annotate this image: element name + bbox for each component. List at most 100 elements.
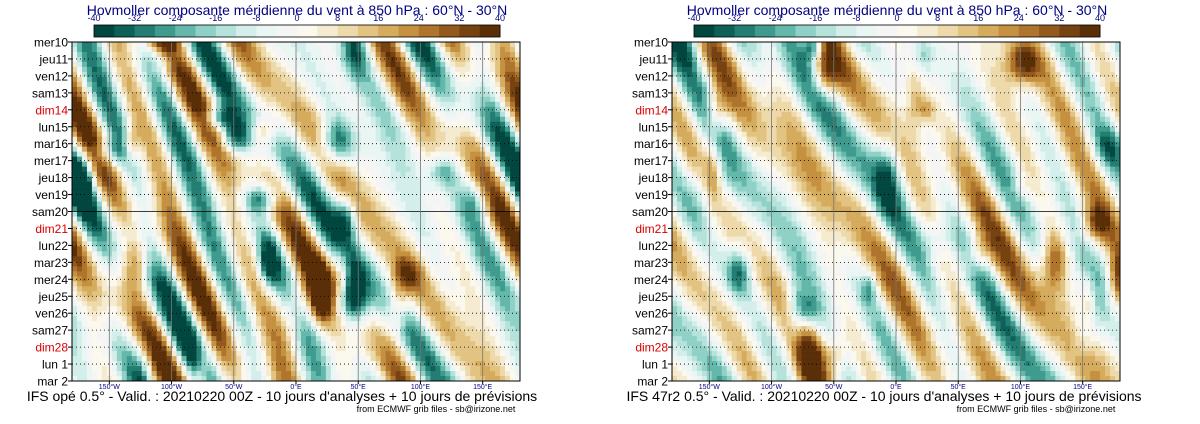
heatmap-cell: [291, 76, 297, 83]
heatmap-cell: [350, 106, 357, 113]
heatmap-cell: [395, 186, 401, 192]
heatmap-cell: [420, 101, 426, 108]
heatmap-cell: [425, 286, 431, 292]
heatmap-cell: [86, 71, 93, 78]
heatmap-cell: [126, 42, 133, 48]
heatmap-cell: [390, 176, 396, 182]
heatmap-cell: [221, 146, 227, 152]
heatmap-cell: [310, 66, 317, 73]
heatmap-cell: [350, 71, 357, 78]
heatmap-cell: [221, 211, 227, 217]
heatmap-cell: [241, 176, 247, 182]
heatmap-cell: [435, 66, 441, 73]
heatmap-cell: [495, 221, 501, 227]
heatmap-cell: [400, 46, 406, 53]
heatmap-cell: [310, 42, 317, 48]
heatmap-cell: [276, 151, 282, 157]
heatmap-cell: [196, 171, 202, 177]
heatmap-cell: [380, 101, 386, 108]
heatmap-cell: [146, 156, 152, 162]
heatmap-cell: [380, 96, 386, 103]
heatmap-cell: [181, 301, 187, 307]
heatmap-cell: [296, 291, 302, 297]
heatmap-cell: [271, 286, 277, 292]
heatmap-cell: [415, 61, 421, 68]
heatmap-cell: [345, 81, 352, 88]
heatmap-cell: [410, 181, 416, 187]
heatmap-cell: [156, 221, 162, 227]
heatmap-cell: [111, 42, 118, 48]
heatmap-cell: [286, 76, 292, 83]
heatmap-cell: [181, 151, 187, 157]
heatmap-cell: [375, 161, 381, 167]
heatmap-cell: [380, 241, 386, 247]
heatmap-cell: [315, 46, 322, 53]
heatmap-cell: [96, 291, 103, 297]
heatmap-cell: [365, 42, 371, 48]
heatmap-cell: [101, 76, 108, 83]
heatmap-cell: [330, 101, 337, 108]
heatmap-cell: [425, 51, 431, 58]
heatmap-cell: [330, 256, 337, 262]
heatmap-cell: [495, 226, 501, 232]
heatmap-cell: [236, 291, 242, 297]
heatmap-cell: [161, 166, 167, 172]
heatmap-cell: [465, 211, 471, 217]
heatmap-cell: [151, 216, 157, 222]
heatmap-cell: [206, 76, 212, 83]
heatmap-cell: [126, 276, 133, 282]
heatmap-cell: [410, 121, 416, 128]
heatmap-cell: [206, 46, 212, 53]
heatmap-cell: [455, 266, 461, 272]
heatmap-cell: [455, 191, 461, 197]
heatmap-cell: [291, 181, 297, 187]
heatmap-cell: [345, 76, 352, 83]
heatmap-cell: [340, 136, 347, 143]
heatmap-cell: [395, 116, 401, 123]
heatmap-cell: [246, 151, 252, 157]
heatmap-cell: [226, 206, 232, 212]
heatmap-cell: [206, 256, 212, 262]
heatmap-cell: [181, 161, 187, 167]
heatmap-cell: [121, 201, 128, 207]
heatmap-cell: [365, 256, 371, 262]
heatmap-cell: [435, 281, 441, 287]
heatmap-cell: [340, 286, 347, 292]
heatmap-cell: [405, 71, 411, 78]
heatmap-cell: [315, 286, 322, 292]
heatmap-cell: [375, 51, 381, 58]
heatmap-cell: [500, 226, 506, 232]
heatmap-cell: [365, 216, 371, 222]
scale-swatch: [337, 25, 359, 37]
heatmap-cell: [300, 76, 307, 83]
heatmap-cell: [515, 276, 521, 282]
heatmap-cell: [320, 81, 327, 88]
heatmap-cell: [475, 251, 481, 257]
heatmap-cell: [400, 231, 406, 237]
heatmap-cell: [465, 261, 471, 267]
heatmap-cell: [86, 86, 93, 93]
heatmap-cell: [440, 291, 446, 297]
heatmap-cell: [111, 61, 118, 68]
heatmap-cell: [410, 61, 416, 68]
heatmap-cell: [146, 71, 152, 78]
heatmap-cell: [385, 146, 391, 152]
heatmap-cell: [350, 221, 357, 227]
heatmap-cell: [365, 231, 371, 237]
heatmap-cell: [236, 301, 242, 307]
heatmap-cell: [460, 156, 466, 162]
heatmap-cell: [380, 106, 386, 113]
heatmap-cell: [375, 191, 381, 197]
heatmap-cell: [101, 241, 108, 247]
heatmap-cell: [171, 296, 177, 302]
heatmap-cell: [171, 216, 177, 222]
heatmap-cell: [101, 266, 108, 272]
heatmap-cell: [72, 121, 78, 128]
heatmap-cell: [166, 136, 172, 143]
heatmap-cell: [310, 301, 317, 307]
heatmap-cell: [101, 251, 108, 257]
heatmap-cell: [116, 296, 123, 302]
heatmap-cell: [176, 161, 182, 167]
heatmap-cell: [236, 42, 242, 48]
heatmap-cell: [72, 241, 78, 247]
